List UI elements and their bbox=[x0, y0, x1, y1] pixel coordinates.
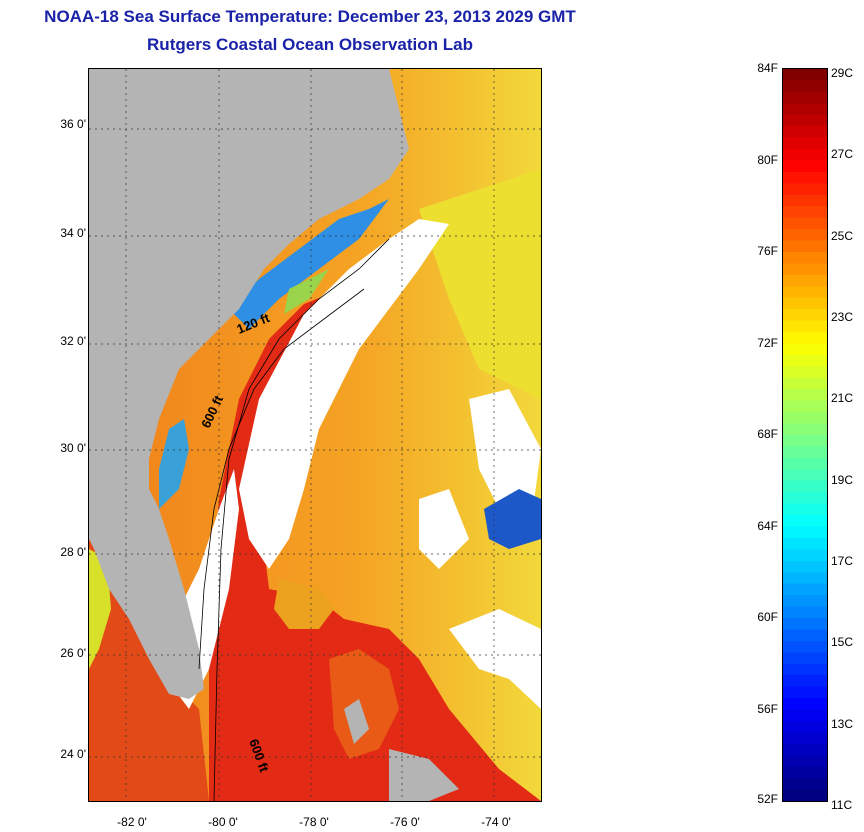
little-bahama-bank bbox=[274, 579, 334, 629]
lon-tick-82: -82 0' bbox=[117, 815, 147, 829]
colorbar-c-label: 13C bbox=[831, 716, 854, 731]
colorbar-f-label: 84F bbox=[757, 61, 778, 75]
colorbar-c-label: 19C bbox=[831, 472, 854, 487]
cuba-north-coast bbox=[389, 749, 459, 801]
offshore-warm-patch bbox=[419, 169, 541, 399]
sst-map-canvas: 120 ft 600 ft 600 ft bbox=[89, 69, 541, 801]
colorbar-f-label: 76F bbox=[757, 244, 778, 258]
lon-tick-76: -76 0' bbox=[390, 815, 420, 829]
colorbar-f-label: 80F bbox=[757, 152, 778, 167]
lon-tick-78: -78 0' bbox=[299, 815, 329, 829]
lat-tick-36: 36 0' bbox=[60, 117, 86, 131]
sst-map: 120 ft 600 ft 600 ft bbox=[88, 68, 542, 802]
bahamas-bank bbox=[329, 649, 399, 759]
colorbar-f-label: 60F bbox=[757, 610, 778, 624]
cloud-patch-south bbox=[449, 609, 541, 709]
temperature-colorbar bbox=[782, 68, 828, 802]
lon-tick-80: -80 0' bbox=[208, 815, 238, 829]
contour-600ft bbox=[213, 238, 390, 801]
cloud-cover-shelf bbox=[239, 219, 449, 569]
shelf-green bbox=[284, 269, 329, 314]
colorbar-f-label: 68F bbox=[757, 427, 778, 441]
shelf-blue-south bbox=[159, 419, 189, 509]
lat-tick-26: 26 0' bbox=[60, 646, 86, 660]
colorbar-c-label: 17C bbox=[831, 554, 854, 568]
colorbar-c-label: 29C bbox=[831, 66, 854, 80]
bahamas-island bbox=[344, 699, 369, 744]
colorbar-c-label: 25C bbox=[831, 228, 854, 243]
colorbar-c-label: 11C bbox=[831, 798, 853, 812]
gulf-stream bbox=[209, 294, 541, 801]
colorbar-f-label: 72F bbox=[757, 335, 778, 350]
contour-120ft bbox=[198, 288, 365, 670]
colorbar-f-label: 56F bbox=[757, 701, 778, 716]
land-southeast-us bbox=[89, 69, 409, 699]
map-title: NOAA-18 Sea Surface Temperature: Decembe… bbox=[44, 7, 576, 26]
gulf-of-mexico bbox=[89, 539, 209, 801]
cold-shelf-water bbox=[229, 199, 389, 329]
lat-tick-30: 30 0' bbox=[60, 441, 86, 455]
cloud-patch bbox=[419, 489, 469, 569]
colorbar-c-label: 15C bbox=[831, 635, 854, 650]
map-subtitle: Rutgers Coastal Ocean Observation Lab bbox=[147, 35, 473, 54]
colorbar-f-label: 64F bbox=[757, 518, 778, 533]
colorbar-c-label: 27C bbox=[831, 147, 854, 162]
colorbar-f-label: 52F bbox=[757, 792, 778, 806]
lat-tick-28: 28 0' bbox=[60, 545, 86, 559]
cold-patch-east bbox=[484, 489, 541, 549]
graticule bbox=[89, 69, 541, 801]
lat-tick-24: 24 0' bbox=[60, 747, 86, 761]
lat-tick-34: 34 0' bbox=[60, 226, 86, 240]
lon-tick-74: -74 0' bbox=[481, 815, 511, 829]
colorbar-c-label: 21C bbox=[831, 391, 854, 406]
lat-tick-32: 32 0' bbox=[60, 334, 86, 348]
colorbar-c-label: 23C bbox=[831, 310, 854, 324]
